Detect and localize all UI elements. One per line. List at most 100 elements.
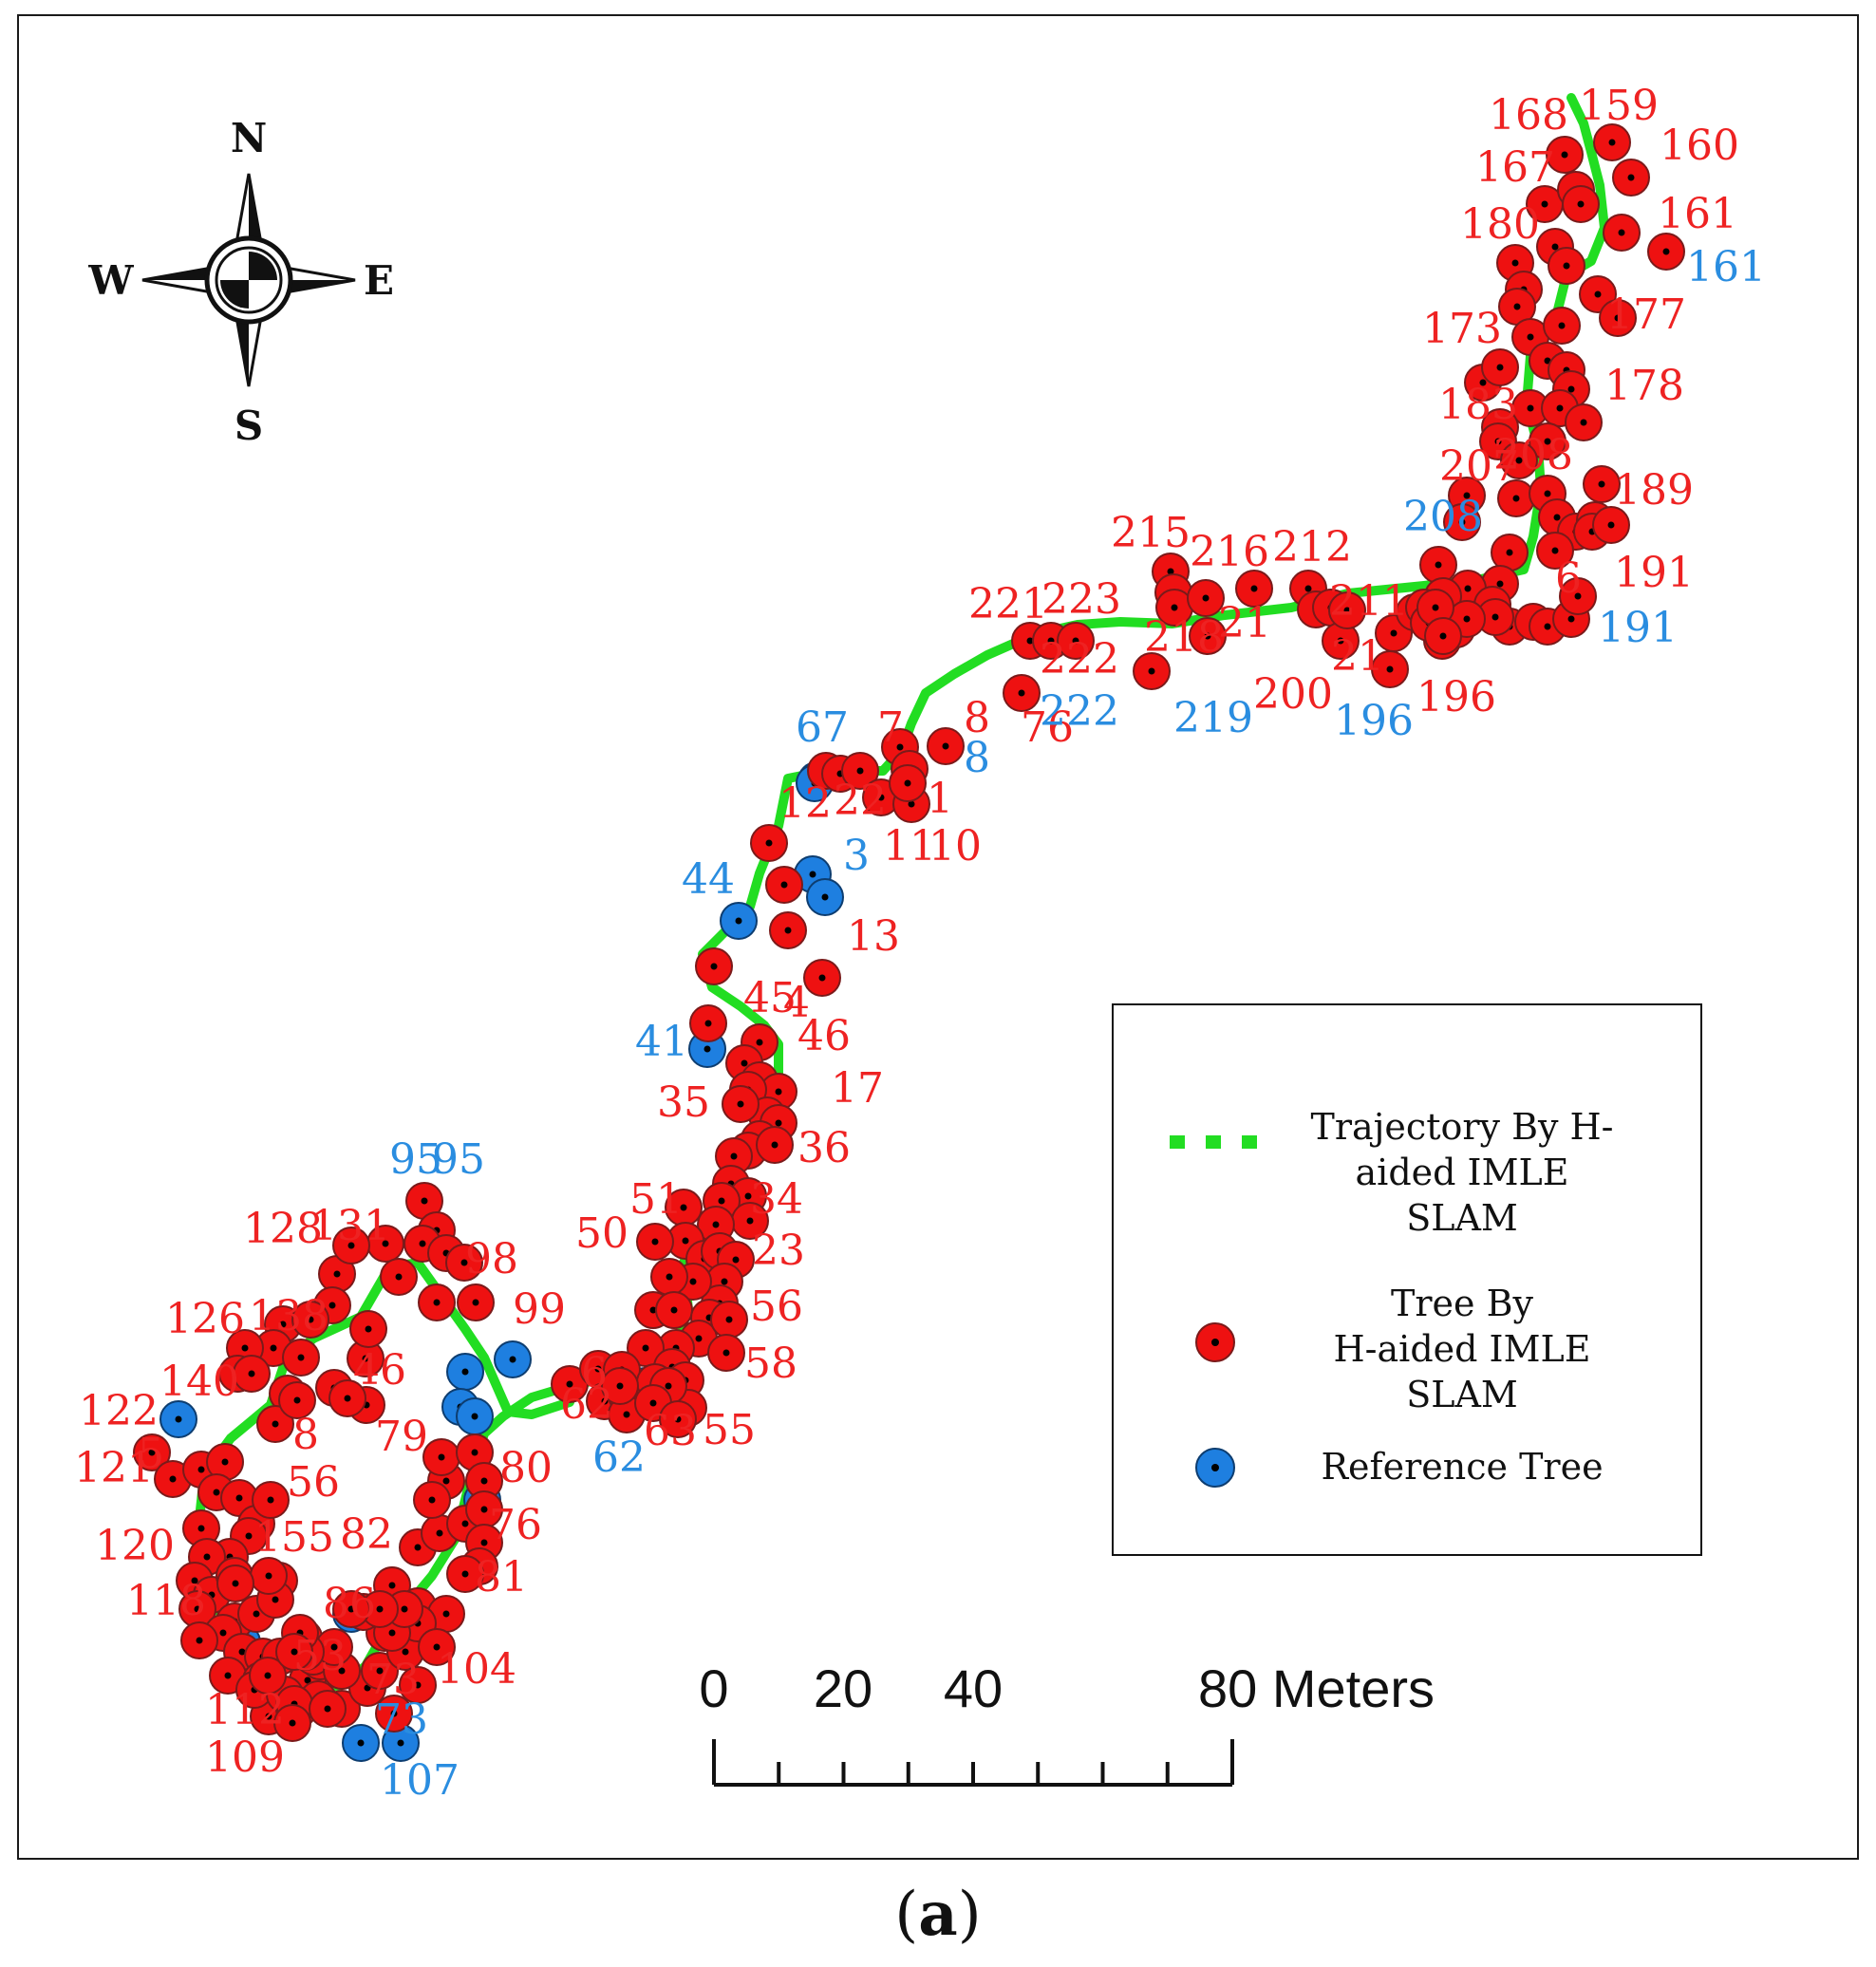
tree-label: 23 — [752, 1227, 805, 1275]
tree-label: 183 — [1438, 381, 1518, 429]
reference-tree-marker — [159, 1400, 197, 1438]
tree-marker — [256, 1405, 294, 1443]
reference-tree-label: 3 — [843, 832, 870, 880]
tree-label: 45 — [743, 974, 797, 1022]
tree-marker — [133, 1433, 171, 1471]
tree-label: 21 — [1331, 632, 1384, 681]
tree-marker — [841, 752, 879, 790]
reference-tree-label: 208 — [1403, 493, 1483, 541]
tree-marker — [1328, 591, 1366, 629]
tree-marker — [154, 1460, 192, 1498]
tree-label: 21 — [1218, 599, 1271, 647]
tree-label: 212 — [1272, 523, 1352, 571]
tree-marker — [927, 727, 965, 765]
tree-marker — [695, 947, 733, 985]
legend: Trajectory By H- aided IMLE SLAM Tree By… — [1112, 1003, 1702, 1556]
legend-tree-line2: H-aided IMLE — [1334, 1328, 1591, 1370]
compass-n: N — [231, 115, 267, 161]
tree-label: 112 — [205, 1686, 285, 1734]
tree-label: 138 — [249, 1292, 328, 1340]
legend-tree-line3: SLAM — [1406, 1374, 1518, 1415]
tree-marker — [361, 1652, 399, 1690]
tree-marker — [1583, 465, 1621, 503]
compass-rose: N S E W — [87, 115, 394, 449]
caption-close: ) — [958, 1880, 982, 1950]
tree-marker — [769, 911, 807, 949]
tree-label: 177 — [1606, 290, 1686, 339]
tree-marker — [722, 1085, 760, 1123]
tree-label: 131 — [310, 1202, 390, 1250]
tree-label: 180 — [1460, 200, 1540, 249]
tree-label: 140 — [159, 1358, 239, 1406]
tree-marker — [422, 1438, 460, 1476]
tree-marker — [1424, 617, 1462, 655]
tree-marker — [278, 1381, 316, 1419]
tree-label: 62 — [560, 1380, 613, 1429]
tree-marker — [418, 1283, 456, 1321]
tree-label: 207 — [1439, 442, 1519, 491]
reference-tree-label: 191 — [1598, 604, 1678, 652]
tree-label: 46 — [353, 1346, 406, 1395]
tree-label: 211 — [1329, 577, 1409, 626]
reference-tree-label: 67 — [796, 703, 849, 752]
tree-marker — [655, 1291, 693, 1329]
tree-label: 120 — [95, 1522, 175, 1570]
tree-label: 208 — [1493, 431, 1573, 479]
scale-label-80: 80 Meters — [1198, 1658, 1435, 1718]
tree-marker — [413, 1481, 451, 1519]
tree-label: 155 — [254, 1513, 334, 1562]
legend-reference-symbol — [1195, 1448, 1235, 1488]
tree-label: 46 — [797, 1012, 851, 1060]
legend-tree-symbol — [1195, 1322, 1235, 1362]
reference-tree-label: 222 — [1040, 687, 1119, 736]
scale-label-40: 40 — [944, 1658, 1003, 1718]
tree-marker — [380, 1258, 418, 1296]
tree-label: 167 — [1475, 143, 1555, 192]
tree-marker — [1371, 650, 1409, 688]
tree-label: 1 — [927, 775, 953, 823]
reference-tree-label: 62 — [592, 1433, 646, 1482]
tree-marker — [399, 1666, 437, 1704]
reference-tree-label: 107 — [380, 1756, 460, 1805]
tree-marker — [1443, 503, 1481, 541]
tree-label: 98 — [465, 1235, 518, 1283]
tree-marker — [465, 1462, 503, 1500]
tree-marker — [1476, 598, 1514, 636]
tree-marker — [1559, 577, 1597, 615]
tree-label: 36 — [797, 1124, 851, 1172]
tree-marker — [275, 1633, 313, 1671]
tree-marker — [250, 1557, 288, 1595]
tree-marker — [233, 1355, 271, 1393]
map-frame — [17, 14, 1859, 1860]
tree-marker — [273, 1704, 311, 1742]
scale-ticks — [712, 1739, 1234, 1785]
tree-marker — [1647, 233, 1685, 271]
tree-marker — [1481, 348, 1519, 386]
tree-label: 35 — [657, 1078, 710, 1127]
tree-marker — [332, 1590, 370, 1628]
tree-marker — [180, 1621, 218, 1659]
tree-marker — [889, 764, 927, 802]
tree-label: 13 — [847, 912, 900, 961]
reference-tree-label: 219 — [1173, 694, 1253, 742]
tree-marker — [309, 1690, 347, 1728]
tree-label: 168 — [1489, 91, 1568, 140]
tree-label: 222 — [1040, 635, 1119, 684]
tree-label: 121 — [74, 1444, 154, 1492]
tree-marker — [750, 824, 788, 862]
tree-marker — [1565, 403, 1603, 441]
tree-marker — [1057, 622, 1095, 660]
tree-marker — [636, 1223, 674, 1261]
tree-label: 122 — [79, 1387, 159, 1435]
tree-label: 216 — [1190, 528, 1269, 576]
tree-label: 58 — [744, 1339, 797, 1388]
tree-label: 79 — [375, 1413, 428, 1461]
tree-label: 51 — [629, 1175, 683, 1224]
tree-marker — [418, 1628, 456, 1666]
tree-label: 8 — [964, 694, 990, 742]
tree-marker — [1612, 159, 1650, 197]
tree-label: 76 — [1021, 703, 1074, 752]
tree-label: 118 — [126, 1577, 206, 1625]
legend-tree-line1: Tree By — [1391, 1283, 1533, 1324]
